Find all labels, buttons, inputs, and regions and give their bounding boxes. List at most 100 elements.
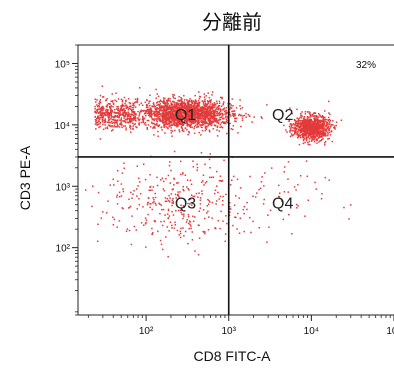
scatter-point-q1 bbox=[158, 103, 160, 106]
scatter-point-q1 bbox=[181, 104, 184, 106]
scatter-point-q2 bbox=[311, 132, 314, 134]
scatter-point-q1 bbox=[202, 103, 205, 105]
scatter-point-q1 bbox=[171, 103, 173, 105]
scatter-point-q3 bbox=[179, 209, 182, 211]
scatter-point-q3 bbox=[179, 236, 182, 239]
scatter-point-q1 bbox=[173, 115, 176, 118]
scatter-point-q1 bbox=[96, 116, 99, 118]
scatter-point-q1 bbox=[198, 116, 201, 118]
scatter-point-q3 bbox=[207, 203, 210, 205]
scatter-point-q2 bbox=[319, 124, 321, 126]
scatter-point-q1 bbox=[148, 113, 151, 115]
scatter-point-q1 bbox=[120, 105, 122, 107]
scatter-point-q1 bbox=[214, 106, 216, 108]
scatter-point-q2 bbox=[306, 119, 308, 121]
scatter-point-q1 bbox=[201, 120, 204, 122]
scatter-point-q2 bbox=[299, 126, 301, 129]
scatter-point-q1 bbox=[175, 117, 177, 120]
scatter-point-q1 bbox=[150, 112, 153, 115]
scatter-point-q2 bbox=[310, 118, 313, 121]
scatter-point-q1 bbox=[159, 100, 162, 102]
scatter-point-q1 bbox=[121, 101, 124, 103]
scatter-point-q3 bbox=[207, 198, 209, 201]
scatter-point-q1 bbox=[110, 117, 112, 120]
scatter-point-q1 bbox=[206, 116, 209, 119]
scatter-point-q1 bbox=[125, 104, 127, 106]
scatter-point-q1 bbox=[104, 114, 107, 117]
scatter-point-q1 bbox=[225, 120, 228, 123]
scatter-point-q1 bbox=[161, 120, 163, 123]
scatter-point-q1 bbox=[156, 107, 158, 109]
scatter-point-q1 bbox=[197, 115, 199, 117]
scatter-point-q1 bbox=[169, 107, 172, 109]
scatter-point-q1 bbox=[197, 119, 199, 122]
scatter-point-q1 bbox=[208, 117, 211, 119]
scatter-point-q1 bbox=[207, 101, 210, 103]
scatter-point-q1 bbox=[147, 114, 150, 117]
scatter-point-q1 bbox=[173, 107, 176, 109]
scatter-point-q2 bbox=[328, 100, 330, 103]
scatter-point-q3 bbox=[158, 202, 160, 205]
scatter-point-q1 bbox=[204, 120, 206, 122]
scatter-point-q1 bbox=[111, 109, 113, 112]
scatter-point-q1 bbox=[136, 99, 139, 101]
scatter-point-q1 bbox=[180, 106, 182, 109]
scatter-point-q2 bbox=[328, 129, 330, 132]
scatter-point-q3 bbox=[174, 221, 176, 224]
scatter-point-q1 bbox=[99, 125, 101, 128]
scatter-point-q1 bbox=[117, 125, 119, 127]
scatter-point-q3 bbox=[151, 233, 153, 236]
scatter-point-q2 bbox=[313, 136, 315, 139]
scatter-point-q3 bbox=[200, 181, 203, 184]
scatter-point-q1 bbox=[208, 111, 210, 113]
scatter-point-q1 bbox=[234, 114, 236, 117]
scatter-point-q2 bbox=[302, 142, 305, 145]
scatter-point-q1 bbox=[173, 121, 175, 123]
scatter-point-q3 bbox=[192, 166, 195, 168]
scatter-point-q3 bbox=[112, 216, 114, 219]
scatter-point-q1 bbox=[224, 121, 226, 124]
scatter-point-q2 bbox=[300, 134, 303, 136]
scatter-point-q3 bbox=[190, 227, 192, 230]
scatter-point-q1 bbox=[143, 117, 146, 120]
scatter-point-q1 bbox=[166, 102, 169, 104]
scatter-point-q3 bbox=[96, 240, 99, 243]
scatter-point-q1 bbox=[197, 113, 200, 115]
scatter-point-q3 bbox=[204, 182, 207, 184]
scatter-point-q2 bbox=[322, 129, 324, 131]
scatter-point-q2 bbox=[303, 129, 305, 132]
scatter-point-q2 bbox=[313, 117, 315, 120]
scatter-point-q1 bbox=[154, 105, 157, 108]
scatter-point-q1 bbox=[219, 116, 221, 119]
scatter-point-q1 bbox=[155, 118, 158, 120]
scatter-point-q1 bbox=[94, 123, 97, 125]
scatter-point-q1 bbox=[210, 120, 212, 123]
scatter-point-q1 bbox=[150, 108, 152, 111]
scatter-point-q1 bbox=[188, 130, 190, 133]
scatter-point-q1 bbox=[96, 121, 99, 124]
scatter-point-q1 bbox=[183, 101, 185, 103]
scatter-point-q2 bbox=[323, 126, 325, 129]
scatter-point-q1 bbox=[165, 117, 168, 120]
scatter-point-q4 bbox=[281, 200, 283, 202]
scatter-point-q2 bbox=[303, 116, 306, 118]
scatter-point-q3 bbox=[140, 222, 143, 224]
scatter-point-q2 bbox=[320, 139, 322, 142]
scatter-point-q3 bbox=[153, 198, 155, 201]
scatter-point-q3 bbox=[148, 189, 150, 192]
scatter-point-q1 bbox=[107, 113, 109, 115]
scatter-point-q1 bbox=[115, 92, 117, 94]
scatter-point-q3 bbox=[167, 174, 170, 177]
scatter-point-q2 bbox=[308, 134, 311, 136]
scatter-point-q1 bbox=[168, 125, 170, 128]
scatter-point-q1 bbox=[167, 111, 170, 114]
scatter-point-q2 bbox=[295, 128, 297, 130]
scatter-point-q4 bbox=[211, 217, 213, 219]
scatter-point-q1 bbox=[218, 118, 220, 121]
scatter-point-q1 bbox=[203, 100, 205, 102]
scatter-point-q3 bbox=[207, 229, 210, 231]
scatter-point-q2 bbox=[309, 126, 311, 128]
scatter-point-q1 bbox=[185, 115, 188, 118]
scatter-point-q1 bbox=[96, 124, 98, 126]
scatter-point-q3 bbox=[171, 210, 173, 213]
